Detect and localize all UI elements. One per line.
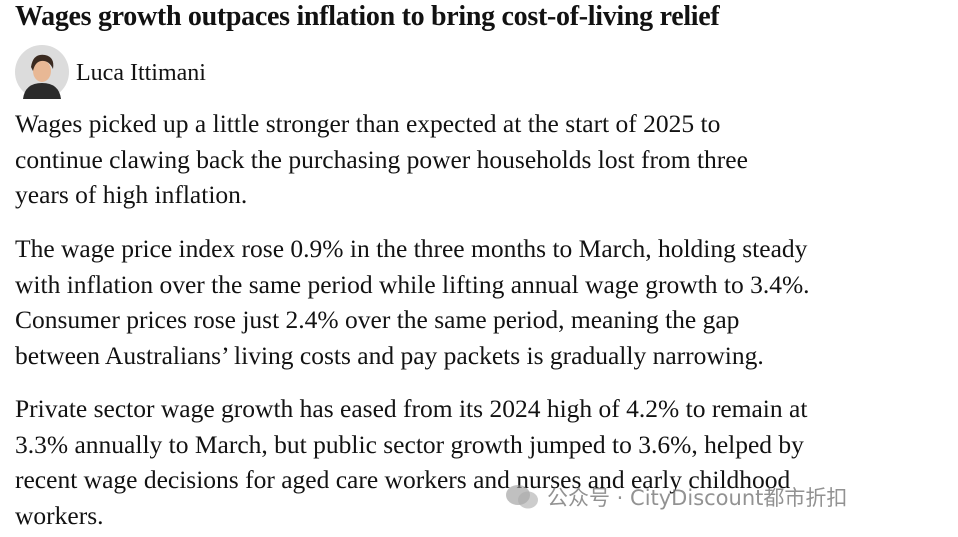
paragraph: Wages picked up a little stronger than e… bbox=[15, 106, 748, 213]
text-line: Consumer prices rose just 2.4% over the … bbox=[15, 305, 740, 334]
watermark-text: 公众号 · CityDiscount都市折扣 bbox=[547, 486, 848, 510]
text-line: continue clawing back the purchasing pow… bbox=[15, 144, 748, 174]
paragraph: Private sector wage growth has eased fro… bbox=[15, 391, 807, 533]
text-line: recent wage decisions for aged care work… bbox=[15, 465, 791, 494]
watermark-icon bbox=[506, 485, 538, 509]
text-line: workers. bbox=[15, 500, 104, 530]
text-line: Wages picked up a little stronger than e… bbox=[15, 109, 721, 138]
text-line: The wage price index rose 0.9% in the th… bbox=[15, 234, 808, 263]
paragraph: The wage price index rose 0.9% in the th… bbox=[15, 231, 810, 373]
text-line: years of high inflation. bbox=[15, 180, 248, 209]
article-title: Wages growth outpaces inflation to bring… bbox=[15, 1, 720, 32]
text-line: Private sector wage growth has eased fro… bbox=[15, 394, 808, 423]
author-avatar bbox=[15, 45, 69, 99]
watermark: 公众号 · CityDiscount都市折扣 bbox=[505, 482, 847, 512]
text-line: 3.3% annually to March, but public secto… bbox=[15, 429, 804, 459]
text-line: with inflation over the same period whil… bbox=[15, 269, 810, 299]
text-line: between Australians’ living costs and pa… bbox=[15, 340, 764, 370]
author-name[interactable]: Luca Ittimani bbox=[76, 60, 206, 86]
